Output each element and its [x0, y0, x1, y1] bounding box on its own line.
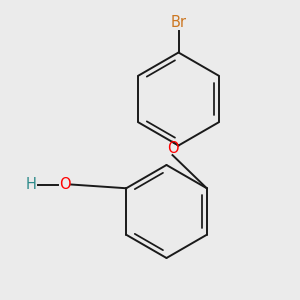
- Text: Br: Br: [170, 15, 187, 30]
- Text: O: O: [167, 141, 178, 156]
- Text: H: H: [26, 177, 37, 192]
- Text: O: O: [59, 177, 70, 192]
